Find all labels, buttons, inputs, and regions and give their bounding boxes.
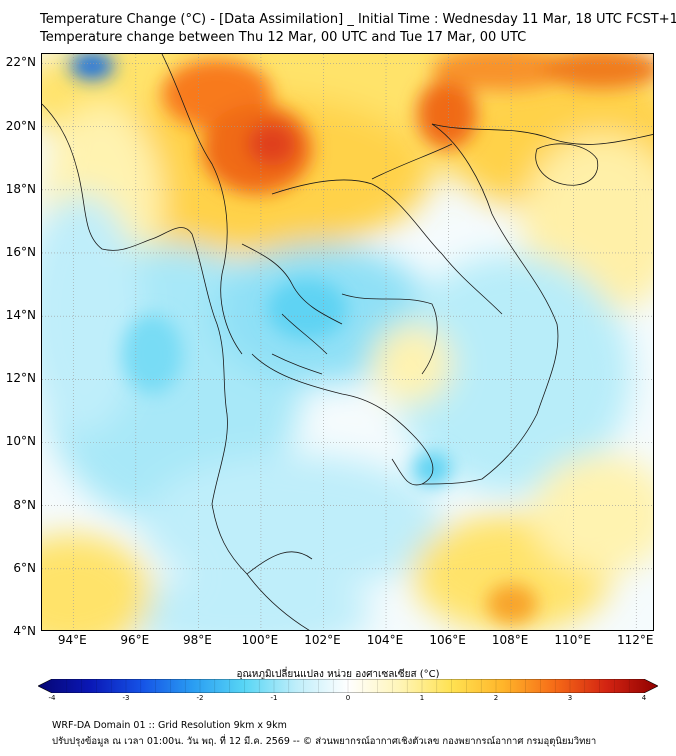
latitude-label: 10°N <box>5 434 36 449</box>
footer-update-info: ปรับปรุงข้อมูล ณ เวลา 01:00น. วัน พฤ. ที… <box>52 736 597 747</box>
latitude-label: 4°N <box>13 624 36 638</box>
longitude-label: 96°E <box>120 633 150 647</box>
border-malaysia <box>246 551 313 575</box>
border-thai-cambodia <box>341 293 438 375</box>
colorbar-tick-label: 3 <box>567 694 573 702</box>
colorbar-tick-label: 0 <box>345 694 351 702</box>
chart-subtitle: Temperature change between Thu 12 Mar, 0… <box>40 30 527 45</box>
longitude-label: 102°E <box>304 633 341 647</box>
border-laos <box>271 179 503 315</box>
longitude-label: 100°E <box>241 633 279 647</box>
country-borders <box>42 54 653 630</box>
colorbar <box>38 679 658 693</box>
temperature-hotspots <box>70 54 653 624</box>
longitude-label: 110°E <box>554 633 591 647</box>
coastline-east <box>421 123 559 485</box>
latitude-label: 12°N <box>5 371 36 386</box>
colorbar-tick-label: 4 <box>641 694 647 702</box>
footer-model-info: WRF-DA Domain 01 :: Grid Resolution 9km … <box>52 720 287 731</box>
border-vietnam <box>371 143 453 180</box>
colorbar-tick-label: -1 <box>270 694 278 702</box>
longitude-label: 112°E <box>616 633 654 647</box>
latitude-label: 6°N <box>13 560 36 575</box>
longitude-label: 108°E <box>491 633 529 647</box>
longitude-label: 106°E <box>429 633 466 647</box>
latitude-label: 8°N <box>13 497 36 512</box>
temperature-change-map <box>41 53 654 631</box>
longitude-label: 98°E <box>182 633 212 647</box>
colorbar-body <box>38 679 658 693</box>
latitude-label: 18°N <box>5 181 36 196</box>
colorbar-tick-label: 1 <box>419 694 425 702</box>
coast-china-south <box>431 123 653 145</box>
latitude-label: 22°N <box>5 55 36 70</box>
colorbar-tick-label: -3 <box>122 694 130 702</box>
border-inner <box>241 243 343 375</box>
border-myanmar <box>161 54 243 355</box>
colorbar-tick-label: 2 <box>493 694 499 702</box>
latitude-label: 14°N <box>5 308 36 323</box>
colorbar-tick-label: -2 <box>196 694 204 702</box>
latitude-label: 16°N <box>5 244 36 259</box>
coastline-gulf <box>251 353 434 486</box>
longitude-label: 104°E <box>366 633 404 647</box>
hainan-island <box>535 143 599 186</box>
latitude-label: 20°N <box>5 118 36 133</box>
graticule <box>42 54 653 630</box>
coastline-west <box>42 103 310 630</box>
colorbar-title: อุณหภูมิเปลี่ยนแปลง หน่วย องศาเซลเซียส (… <box>236 669 440 680</box>
chart-title: Temperature Change (°C) - [Data Assimila… <box>40 12 676 27</box>
temperature-field <box>42 54 653 630</box>
colorbar-tick-label: -4 <box>48 694 56 702</box>
longitude-label: 94°E <box>57 633 87 647</box>
map-canvas <box>42 54 653 630</box>
